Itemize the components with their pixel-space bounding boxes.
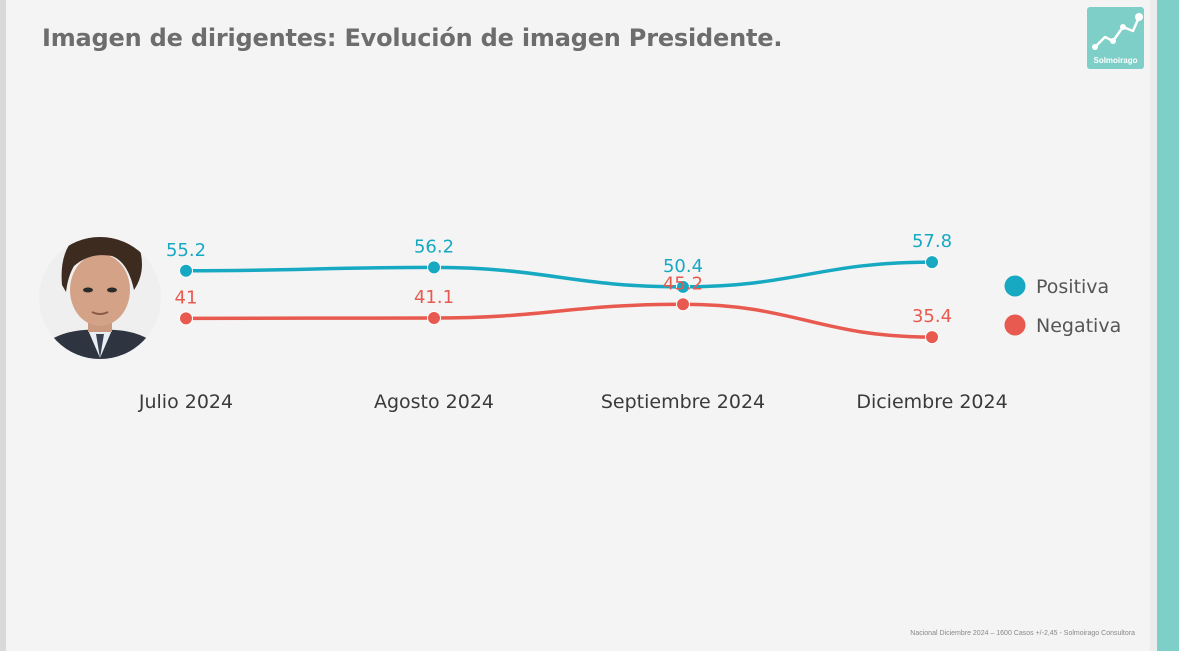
data-label: 57.8 <box>912 231 952 252</box>
data-label: 41.1 <box>414 287 454 308</box>
president-portrait <box>39 237 161 359</box>
right-accent-bar <box>1157 0 1179 651</box>
footer-source-note: Nacional Diciembre 2024 – 1600 Casos +/-… <box>910 630 1135 637</box>
legend-label: Positiva <box>1036 276 1109 298</box>
series-line-negativa <box>184 302 934 339</box>
data-point <box>427 260 441 275</box>
x-tick-label: Julio 2024 <box>138 391 233 413</box>
data-label: 55.2 <box>166 240 206 261</box>
legend-marker <box>1004 314 1026 336</box>
x-tick-label: Septiembre 2024 <box>601 391 765 413</box>
right-edge-shadow <box>1150 0 1157 651</box>
data-point <box>676 297 690 312</box>
page-title: Imagen de dirigentes: Evolución de image… <box>42 24 783 52</box>
data-label: 35.4 <box>912 306 952 327</box>
data-point <box>427 311 441 326</box>
x-tick-label: Agosto 2024 <box>374 391 494 413</box>
trend-chart-icon <box>1092 13 1143 50</box>
logo-text: Solmoirago <box>1093 56 1138 65</box>
data-point <box>179 263 193 278</box>
legend-marker <box>1004 275 1026 297</box>
solmoirago-logo: Solmoirago <box>1087 7 1144 69</box>
legend-label: Negativa <box>1036 315 1121 337</box>
data-label: 45.2 <box>663 273 703 294</box>
data-point <box>925 330 939 345</box>
left-edge-divider <box>0 0 6 651</box>
data-label: 56.2 <box>414 236 454 257</box>
data-point <box>179 311 193 326</box>
data-point <box>676 279 690 294</box>
x-tick-label: Diciembre 2024 <box>856 391 1007 413</box>
data-point <box>925 255 939 270</box>
data-label: 50.4 <box>663 256 703 277</box>
series-line-positiva <box>184 260 934 289</box>
data-label: 41 <box>175 287 198 308</box>
